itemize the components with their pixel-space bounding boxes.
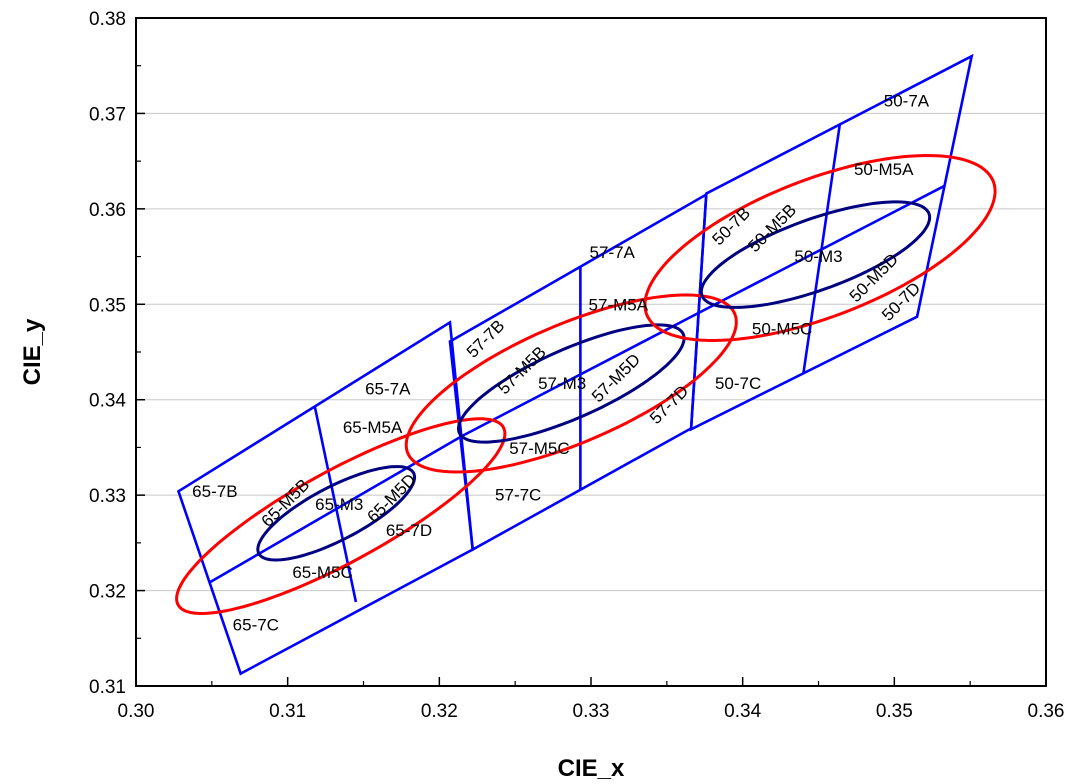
x-tick-label: 0.33 xyxy=(573,701,610,722)
ellipse-7step-65 xyxy=(175,417,507,616)
macadam-ellipses xyxy=(175,153,997,616)
bin-label-65-m5b: 65-M5B xyxy=(258,475,314,531)
bin-label-65-m5a: 65-M5A xyxy=(343,418,403,437)
x-tick-label: 0.31 xyxy=(269,701,306,722)
bin-label-65-m5d: 65-M5D xyxy=(364,470,420,526)
bin-label-65-m3: 65-M3 xyxy=(315,495,363,514)
y-tick-label: 0.37 xyxy=(89,104,126,125)
bin-label-65-7d: 65-7D xyxy=(386,521,432,540)
x-tick-label: 0.36 xyxy=(1028,701,1065,722)
bin-label-57-7c: 57-7C xyxy=(495,486,541,505)
x-tick-label: 0.30 xyxy=(118,701,155,722)
bin-label-65-m5c: 65-M5C xyxy=(292,563,352,582)
bin-label-57-7a: 57-7A xyxy=(590,243,636,262)
y-tick-label: 0.36 xyxy=(89,200,126,221)
bin-divider-65 xyxy=(313,407,358,603)
plot-area-frame xyxy=(135,17,1047,687)
bin-label-57-7b: 57-7B xyxy=(463,316,509,362)
bin-label-50-m5a: 50-M5A xyxy=(854,160,914,179)
bin-divider-50 xyxy=(802,124,842,375)
ellipse-3step-57 xyxy=(456,323,686,444)
ellipse-7step-50 xyxy=(643,153,997,343)
y-tick-label: 0.35 xyxy=(89,295,126,316)
y-tick-label: 0.31 xyxy=(89,677,126,698)
bin-annotations: 65-7A 65-7B 65-7C 65-7D 65-M5A 65-M5B 65-M5C 65… xyxy=(192,91,930,634)
y-tick-label: 0.33 xyxy=(89,486,126,507)
bin-label-57-7d: 57-7D xyxy=(646,382,692,428)
y-axis-title: CIE_y xyxy=(19,318,46,385)
bin-label-65-7b: 65-7B xyxy=(192,482,237,501)
bin-quadrangle-50 xyxy=(689,53,974,432)
y-tick-label: 0.32 xyxy=(89,582,126,603)
bin-label-50-m5c: 50-M5C xyxy=(752,320,812,339)
ellipse-3step-65 xyxy=(256,465,417,562)
axis-ticks: 0.31 0.32 0.33 0.34 0.35 0.36 0.37 0.38 0.30 0.31… xyxy=(89,9,1064,722)
bin-label-65-7c: 65-7C xyxy=(233,615,279,634)
bin-label-65-7a: 65-7A xyxy=(365,380,411,399)
bin-label-50-7a: 50-7A xyxy=(884,91,930,110)
y-tick-label: 0.34 xyxy=(89,391,126,412)
ellipse-7step-57 xyxy=(404,293,738,474)
x-axis-title: CIE_x xyxy=(558,755,625,782)
bin-label-50-7c: 50-7C xyxy=(715,374,761,393)
ellipse-3step-50 xyxy=(699,200,932,309)
bin-regions xyxy=(176,53,974,676)
x-tick-label: 0.34 xyxy=(724,701,761,722)
x-tick-label: 0.35 xyxy=(876,701,913,722)
bin-label-57-m5c: 57-M5C xyxy=(509,439,569,458)
bin-label-50-m3: 50-M3 xyxy=(794,247,842,266)
y-tick-label: 0.38 xyxy=(89,9,126,30)
bin-label-57-m3: 57-M3 xyxy=(538,374,586,393)
bin-quadrangle-57 xyxy=(448,192,708,552)
bin-label-57-m5a: 57-M5A xyxy=(589,296,649,315)
bin-label-57-m5d: 57-M5D xyxy=(588,350,644,406)
x-tick-label: 0.32 xyxy=(421,701,458,722)
